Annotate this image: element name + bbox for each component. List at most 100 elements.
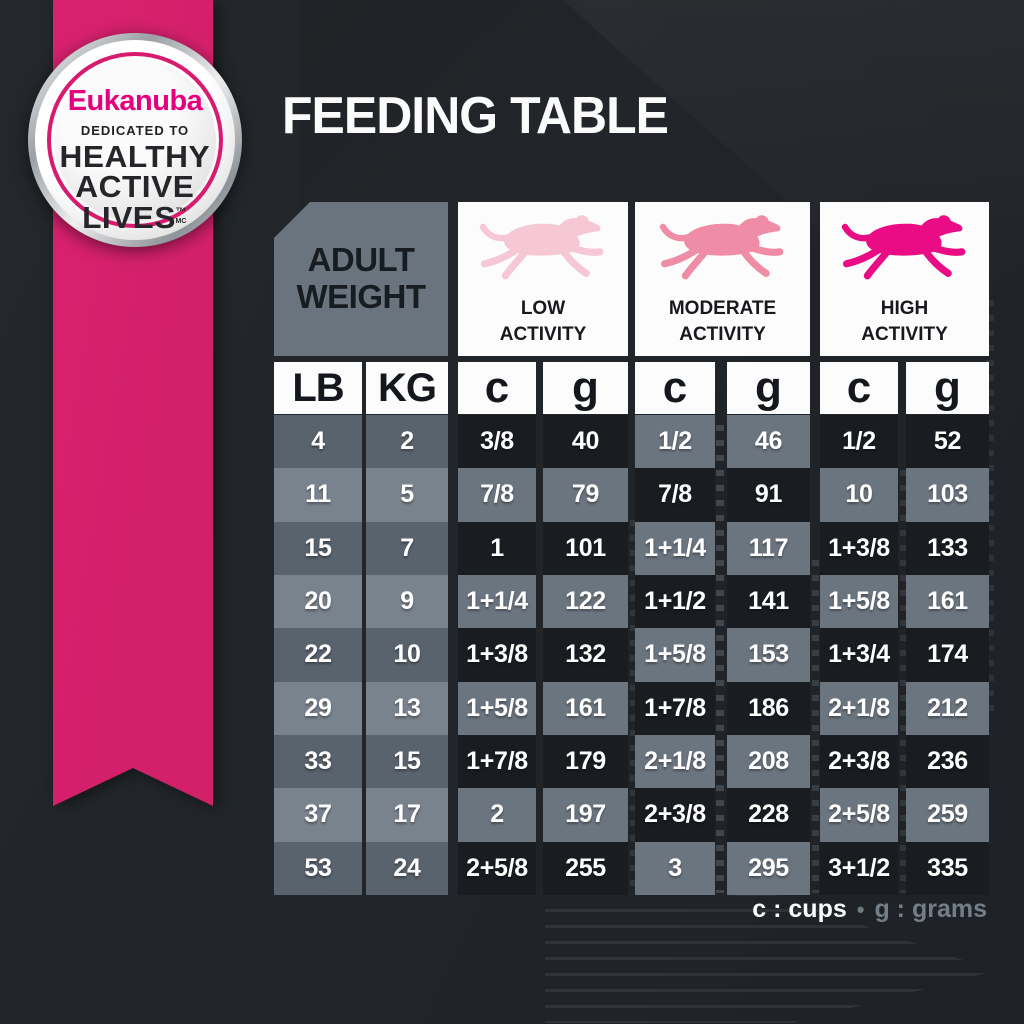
background-dash-texture xyxy=(812,560,819,893)
table-cell: 5 xyxy=(366,468,448,522)
running-dog-icon xyxy=(841,214,969,288)
table-cell: 3/8 xyxy=(458,415,536,469)
table-cell: 212 xyxy=(906,681,989,735)
table-cell: 132 xyxy=(543,628,628,682)
table-cell: 255 xyxy=(543,841,628,895)
unit-header-5: g xyxy=(727,362,810,414)
table-row: 11 5 7/8 79 7/8 91 10 103 xyxy=(274,468,989,522)
table-cell: 186 xyxy=(727,681,810,735)
table-cell: 15 xyxy=(366,734,448,789)
adult-weight-line1: ADULT xyxy=(307,241,415,279)
table-cell: 228 xyxy=(727,788,810,842)
background-dash-texture xyxy=(716,425,724,893)
table-cell: 236 xyxy=(906,734,989,789)
activity-label-line1: MODERATE xyxy=(668,298,777,319)
table-cell: 22 xyxy=(274,628,362,682)
table-cell: 53 xyxy=(274,841,362,895)
moderate-activity-label: MODERATE ACTIVITY xyxy=(669,296,776,347)
table-row: 15 7 1 101 1+1/4 117 1+3/8 133 xyxy=(274,521,989,575)
table-cell: 7/8 xyxy=(635,468,715,522)
table-cell: 15 xyxy=(274,521,362,575)
legend-separator-dot: • xyxy=(856,896,865,922)
table-cell: 2 xyxy=(366,415,448,469)
units-legend: c : cups • g : grams xyxy=(752,895,987,924)
unit-header-2: c xyxy=(458,362,536,414)
table-cell: 259 xyxy=(906,788,989,842)
table-cell: 161 xyxy=(543,681,628,735)
table-cell: 2+3/8 xyxy=(820,734,898,789)
unit-header-6: c xyxy=(820,362,898,414)
table-cell: 24 xyxy=(366,841,448,895)
table-row: 20 9 1+1/4 122 1+1/2 141 1+5/8 161 xyxy=(274,574,989,629)
table-cell: 208 xyxy=(727,734,810,789)
table-cell: 7/8 xyxy=(458,468,536,522)
table-cell: 2+5/8 xyxy=(458,841,536,895)
activity-label-line2: ACTIVITY xyxy=(499,323,587,345)
table-cell: 133 xyxy=(906,521,989,575)
table-cell: 33 xyxy=(274,734,362,789)
table-cell: 153 xyxy=(727,628,810,682)
table-body: 4 2 3/8 40 1/2 46 1/2 52 11 5 7/8 79 7/8 91 10 103 15 7 1 1… xyxy=(274,415,989,895)
background-dash-texture xyxy=(900,470,906,893)
table-cell: 1+3/8 xyxy=(458,628,536,682)
table-cell: 103 xyxy=(906,468,989,522)
table-cell: 2 xyxy=(458,788,536,842)
table-cell: 46 xyxy=(727,415,810,469)
mc-symbol: MC xyxy=(175,217,187,225)
adult-weight-header: ADULT WEIGHT xyxy=(274,202,448,356)
table-cell: 1/2 xyxy=(820,415,898,469)
table-cell: 117 xyxy=(727,521,810,575)
table-cell: 2+5/8 xyxy=(820,788,898,842)
unit-header-1: KG xyxy=(366,362,448,414)
table-cell: 1 xyxy=(458,521,536,575)
table-cell: 10 xyxy=(366,628,448,682)
table-cell: 161 xyxy=(906,574,989,629)
badge-slogan-line2: ACTIVE xyxy=(75,169,195,205)
table-cell: 4 xyxy=(274,415,362,469)
high-activity-label: HIGH ACTIVITY xyxy=(861,296,948,347)
table-cell: 79 xyxy=(543,468,628,522)
table-cell: 29 xyxy=(274,681,362,735)
table-row: 53 24 2+5/8 255 3 295 3+1/2 335 xyxy=(274,841,989,895)
unit-header-0: LB xyxy=(274,362,362,414)
background-dash-texture xyxy=(986,300,994,720)
table-cell: 37 xyxy=(274,788,362,842)
table-header-row: ADULT WEIGHT xyxy=(274,202,989,356)
table-cell: 335 xyxy=(906,841,989,895)
table-cell: 2+1/8 xyxy=(635,734,715,789)
activity-label-line1: HIGH xyxy=(880,298,929,319)
unit-header-4: c xyxy=(635,362,715,414)
table-cell: 91 xyxy=(727,468,810,522)
table-cell: 295 xyxy=(727,841,810,895)
background-dash-texture xyxy=(630,520,636,893)
low-activity-header: LOW ACTIVITY xyxy=(458,202,628,356)
adult-weight-line2: WEIGHT xyxy=(296,278,426,315)
table-cell: 179 xyxy=(543,734,628,789)
badge-slogan: HEALTHY ACTIVE LIVES ™ MC xyxy=(59,139,211,235)
table-cell: 3 xyxy=(635,841,715,895)
table-cell: 1+1/4 xyxy=(635,521,715,575)
unit-header-3: g xyxy=(543,362,628,414)
page-title: FEEDING TABLE xyxy=(282,87,669,145)
table-row: 37 17 2 197 2+3/8 228 2+5/8 259 xyxy=(274,788,989,842)
feeding-table: ADULT WEIGHT xyxy=(274,202,989,895)
table-cell: 1+3/4 xyxy=(820,628,898,682)
table-cell: 2+1/8 xyxy=(820,681,898,735)
table-cell: 10 xyxy=(820,468,898,522)
badge-pink-ring xyxy=(47,52,223,228)
table-row: 29 13 1+5/8 161 1+7/8 186 2+1/8 212 xyxy=(274,681,989,735)
table-cell: 9 xyxy=(366,574,448,629)
table-row: 4 2 3/8 40 1/2 46 1/2 52 xyxy=(274,415,989,469)
trademark-symbol: ™ xyxy=(175,205,187,218)
table-cell: 1+7/8 xyxy=(635,681,715,735)
table-cell: 1+5/8 xyxy=(820,574,898,629)
badge-slogan-line1: HEALTHY xyxy=(59,139,211,174)
unit-header-7: g xyxy=(906,362,989,414)
table-cell: 2+3/8 xyxy=(635,788,715,842)
badge-slogan-line3: LIVES xyxy=(82,199,177,235)
table-cell: 174 xyxy=(906,628,989,682)
table-cell: 13 xyxy=(366,681,448,735)
table-cell: 1+3/8 xyxy=(820,521,898,575)
table-cell: 7 xyxy=(366,521,448,575)
